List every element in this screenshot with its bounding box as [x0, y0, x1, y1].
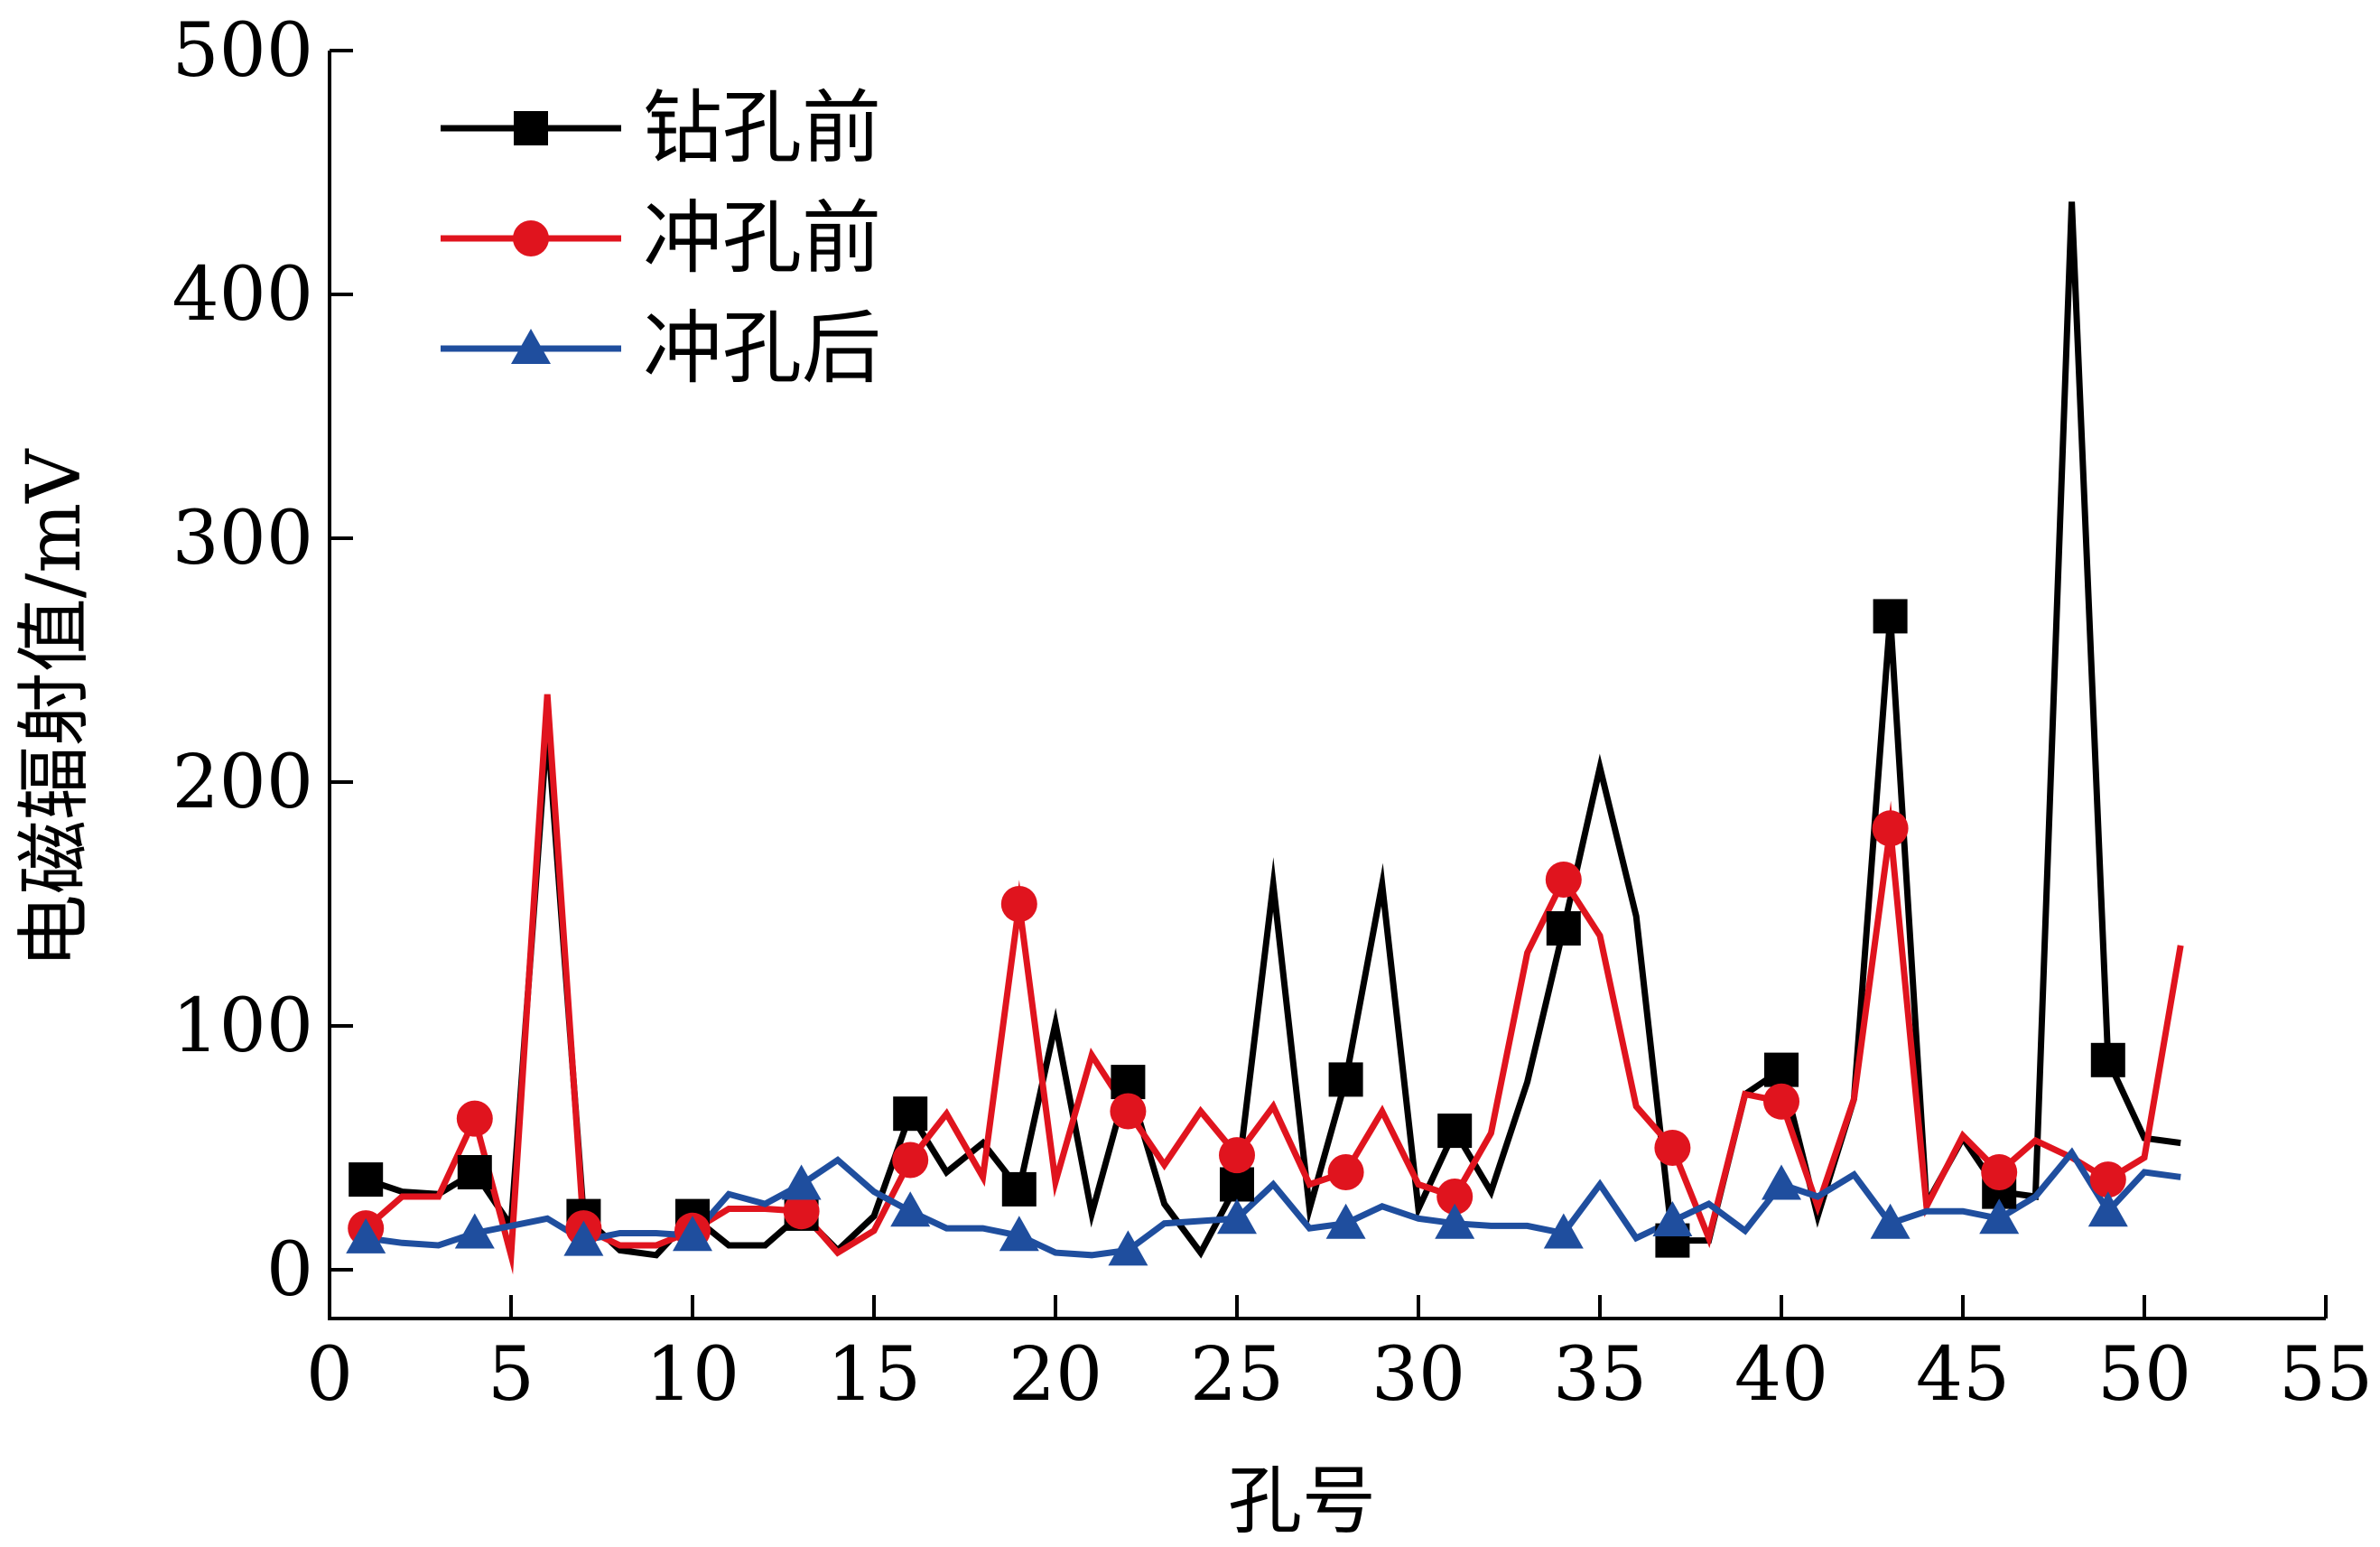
- data-point-2-49: [2089, 1161, 2126, 1198]
- plot-lines: [363, 201, 2184, 1275]
- ticks: 0 5 10 15 20 25 30 35 40 45 50 55 0 100 200 300 400 500: [172, 8, 2373, 1418]
- data-point-3-13: [781, 1164, 822, 1200]
- data-point-3-49: [2087, 1191, 2128, 1227]
- y-tick-label-200: 200: [172, 740, 313, 825]
- data-point-1-34: [1546, 911, 1581, 946]
- x-tick-label-55: 55: [2279, 1332, 2373, 1418]
- data-point-2-40: [1763, 1083, 1799, 1120]
- data-point-2-31: [1436, 1179, 1474, 1215]
- x-axis-label: 孔号: [1228, 1458, 1376, 1544]
- data-point-3-34: [1543, 1213, 1584, 1249]
- data-point-3-28: [1325, 1203, 1366, 1239]
- legend-marker-2: [513, 220, 549, 256]
- data-point-3-16: [890, 1191, 931, 1227]
- legend-marker-3: [511, 329, 551, 364]
- data-point-1-49: [2090, 1042, 2125, 1077]
- data-point-3-46: [1979, 1198, 2020, 1235]
- x-tick-label-35: 35: [1553, 1332, 1647, 1418]
- x-tick-label-20: 20: [1009, 1332, 1102, 1418]
- data-point-1-40: [1764, 1052, 1799, 1087]
- y-tick-label-400: 400: [172, 252, 313, 338]
- data-point-1-19: [1001, 1171, 1037, 1207]
- data-point-2-37: [1654, 1130, 1691, 1166]
- series-line-3: [365, 1147, 2181, 1259]
- x-tick-label-25: 25: [1190, 1332, 1284, 1418]
- data-point-3-1: [346, 1217, 386, 1253]
- data-point-2-4: [456, 1100, 493, 1137]
- y-axis-label: 电磁辐射值/mV: [12, 448, 98, 968]
- y-tick-label-0: 0: [266, 1227, 313, 1313]
- y-tick-label-100: 100: [172, 983, 313, 1069]
- data-point-3-10: [673, 1216, 712, 1252]
- data-point-1-28: [1328, 1062, 1363, 1097]
- data-point-1-16: [893, 1096, 928, 1132]
- data-point-1-4: [457, 1155, 492, 1189]
- y-tick-label-300: 300: [172, 496, 313, 582]
- data-point-2-22: [1110, 1093, 1147, 1130]
- legend-marker-1: [514, 111, 548, 145]
- legend-label-1: 钻孔前: [643, 81, 881, 174]
- y-tick-label-500: 500: [172, 8, 313, 94]
- series-line-2: [363, 694, 2184, 1275]
- x-tick-label-45: 45: [1916, 1332, 2010, 1418]
- legend-label-3: 冲孔后: [643, 302, 881, 395]
- x-tick-label-15: 15: [827, 1332, 921, 1418]
- data-point-2-46: [1981, 1154, 2018, 1190]
- data-point-3-25: [1217, 1198, 1257, 1235]
- data-point-1-31: [1437, 1114, 1473, 1149]
- data-point-2-28: [1327, 1154, 1364, 1190]
- x-tick-label-40: 40: [1734, 1332, 1828, 1418]
- data-point-3-40: [1762, 1164, 1801, 1200]
- data-point-3-7: [563, 1220, 604, 1256]
- data-point-3-31: [1435, 1203, 1475, 1239]
- x-tick-label-5: 5: [488, 1332, 535, 1418]
- x-tick-label-10: 10: [646, 1332, 739, 1418]
- x-tick-label-0: 0: [306, 1332, 353, 1418]
- data-point-2-13: [783, 1193, 820, 1230]
- data-point-3-22: [1108, 1230, 1148, 1266]
- axes: [328, 51, 2326, 1320]
- x-tick-label-50: 50: [2097, 1332, 2191, 1418]
- data-point-1-43: [1873, 599, 1908, 634]
- data-point-3-4: [454, 1213, 495, 1249]
- data-point-2-43: [1872, 810, 1909, 847]
- data-point-3-19: [999, 1216, 1039, 1252]
- data-point-2-16: [892, 1142, 929, 1179]
- x-tick-label-30: 30: [1371, 1332, 1465, 1418]
- data-point-2-34: [1545, 862, 1582, 898]
- legend-label-2: 冲孔前: [643, 191, 881, 284]
- data-point-3-37: [1652, 1201, 1693, 1236]
- data-point-3-43: [1870, 1203, 1911, 1239]
- data-point-2-25: [1219, 1137, 1255, 1174]
- plot-markers: [346, 599, 2128, 1266]
- data-point-2-19: [1000, 886, 1037, 922]
- data-point-1-1: [349, 1162, 384, 1198]
